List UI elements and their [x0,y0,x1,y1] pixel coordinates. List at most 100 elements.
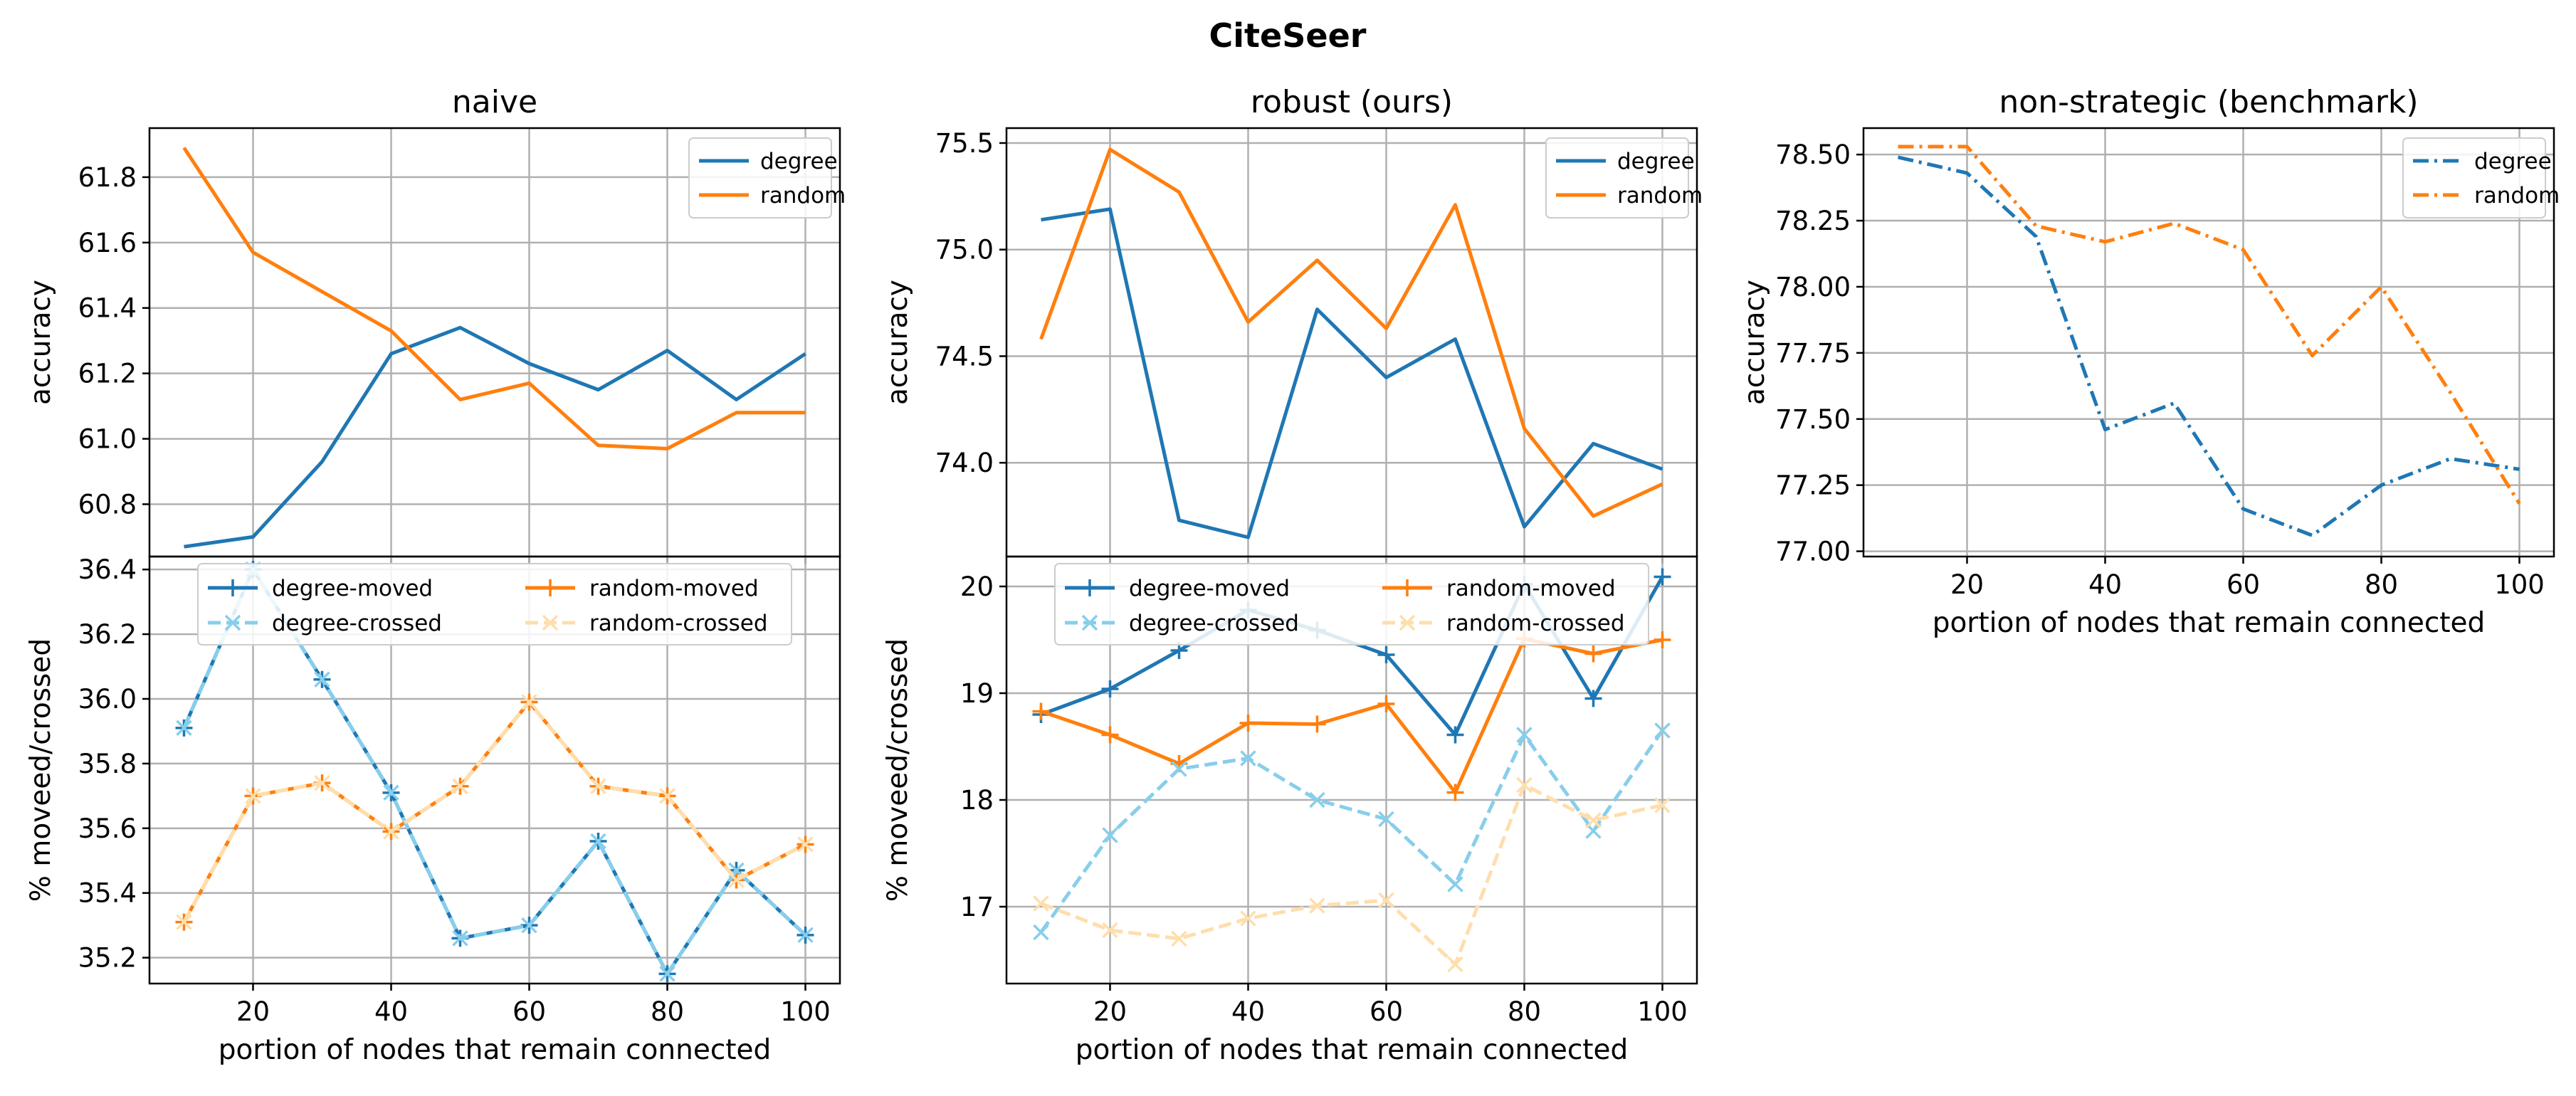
point-random-crossed [1447,956,1463,973]
y-tick-label: 18 [960,785,994,816]
legend-box [1054,563,1649,646]
point-random-crossed [1516,776,1533,794]
legend-label-random-moved: random-moved [589,576,759,601]
x-tick-label: 20 [236,996,270,1027]
y-tick-label: 77.25 [1775,470,1851,501]
point-degree-moved [1654,568,1671,586]
legend-label-degree-crossed: degree-crossed [272,611,442,636]
legend-box [1545,137,1689,218]
subplot-naive_bottom: 20 40 60 80 100 35.2 35.4 35.6 35.8 36.0 36.2 36.4 p… [25,554,841,1066]
series-line-degree [184,325,806,549]
axes-frame [1862,127,2555,558]
point-degree-crossed [659,966,675,982]
point-random-crossed [797,836,814,853]
point-random-crossed [728,872,745,888]
series-line-random-crossed [182,700,806,923]
series-line-random [1039,147,1663,518]
point-random-crossed [521,694,537,710]
y-tick-label: 61.6 [78,228,137,258]
y-tick-label: 75.0 [935,235,994,265]
series-line-random [1898,144,2521,505]
series-line-random [182,147,806,450]
series-line-degree-crossed [1039,729,1664,934]
subplot-title: non-strategic (benchmark) [1999,84,2418,120]
y-tick-label: 61.8 [78,162,137,193]
point-random-moved [1308,715,1326,733]
y-tick-label: 61.0 [78,424,137,455]
point-degree-crossed [1033,924,1049,941]
x-tick-label: 80 [1508,996,1541,1027]
point-random-crossed [1378,892,1394,909]
point-random-moved [1446,784,1464,801]
axes-frame [148,555,841,985]
point-degree-crossed [1516,727,1533,743]
point-degree-crossed [1654,722,1671,739]
point-random-crossed [452,778,468,794]
subplot-title: robust (ours) [1251,84,1453,120]
point-degree-moved [1377,646,1395,663]
legend-label-random-moved: random-moved [1446,576,1616,601]
legend-label-random: random [760,183,846,209]
legend-marker-random-moved [1399,579,1416,596]
plot-area [182,147,806,549]
x-tick-label: 60 [2227,569,2260,600]
point-random-crossed [383,823,399,840]
legend: degree-moved random-moved degree-crossed ra… [197,563,792,646]
legend-label-degree: degree [1617,149,1695,174]
axes-frame [1005,555,1698,985]
x-tick-label: 80 [651,996,684,1027]
point-random-crossed [1585,812,1602,828]
series-line-random-moved [182,700,806,923]
y-tick-label: 74.0 [935,448,994,478]
point-degree-crossed [176,720,192,737]
legend-marker-degree-crossed [1081,614,1098,631]
y-tick-label: 36.0 [78,684,137,715]
y-tick-label: 61.4 [78,293,137,324]
y-axis-label: % moveed/crossed [882,638,914,902]
legend-label-random-crossed: random-crossed [1446,611,1625,636]
point-random-moved [1239,715,1257,732]
figure-title: CiteSeer [1209,16,1367,55]
legend-box [2402,137,2546,218]
y-tick-label: 36.4 [78,554,137,585]
y-axis-label: accuracy [882,280,914,405]
y-tick-label: 61.2 [78,359,137,389]
subplot-robust_bottom: 20 40 60 80 100 17 18 19 20 portion of nodes that… [882,555,1698,1066]
point-random-crossed [1102,922,1118,939]
x-tick-label: 20 [1093,996,1127,1027]
point-random-crossed [245,788,261,804]
point-degree-crossed [1171,761,1187,777]
point-random-crossed [1240,910,1256,927]
legend-marker-random-crossed [1399,614,1416,631]
y-axis-label: % moveed/crossed [25,638,57,902]
point-random-crossed [1171,930,1187,947]
series-line-degree-crossed [182,567,807,976]
x-tick-label: 100 [780,996,831,1027]
point-degree-crossed [521,917,537,934]
x-tick-label: 100 [2494,569,2545,600]
x-tick-label: 60 [1370,996,1403,1027]
y-tick-label: 77.00 [1775,537,1851,567]
legend-marker-random-crossed [542,614,559,631]
point-degree-crossed [1102,827,1118,843]
y-tick-label: 35.8 [78,749,137,779]
point-random-crossed [659,788,675,804]
point-degree-crossed [1309,791,1325,808]
x-tick-label: 100 [1637,996,1688,1027]
legend-marker-degree-moved [224,579,241,596]
point-degree-crossed [797,927,814,944]
y-tick-label: 78.00 [1775,272,1851,302]
legend-box [197,563,792,646]
x-axis-label: portion of nodes that remain connected [1076,1034,1629,1066]
legend-marker-degree-moved [1081,579,1098,596]
series-line-degree [1041,207,1663,539]
x-axis-label: portion of nodes that remain connected [1933,607,2486,639]
x-tick-label: 40 [2088,569,2122,600]
x-tick-label: 80 [2365,569,2398,600]
point-degree-crossed [1447,876,1463,892]
subplots: 60.8 61.0 61.2 61.4 61.6 61.8 naive accuracy deg… [25,84,2560,1066]
legend-marker-random-moved [542,579,559,596]
subplot-naive_top: 60.8 61.0 61.2 61.4 61.6 61.8 naive accuracy deg… [25,84,846,564]
point-random-crossed [1309,897,1325,914]
